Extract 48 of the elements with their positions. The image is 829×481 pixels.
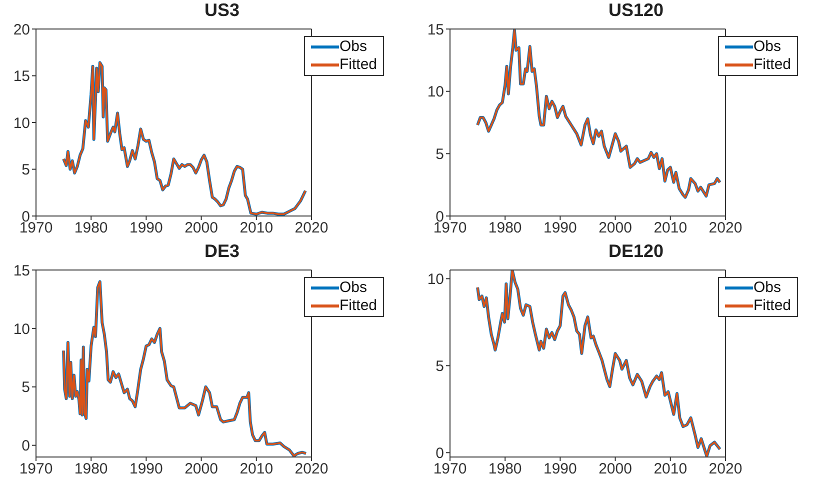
y-tick-label: 10 — [427, 270, 444, 288]
y-tick-label: 0 — [436, 444, 444, 462]
x-tick-label: 1980 — [74, 220, 108, 237]
legend-label: Obs — [339, 38, 367, 56]
x-tick-label: 2010 — [654, 220, 688, 237]
y-tick-label: 5 — [436, 146, 444, 163]
legend-label: Obs — [753, 38, 781, 56]
legend-label: Obs — [339, 278, 367, 296]
x-tick-label: 1990 — [130, 220, 163, 237]
legend-label: Fitted — [339, 296, 377, 314]
legend-label: Obs — [753, 278, 781, 296]
y-tick-label: 5 — [436, 358, 444, 374]
y-tick-label: 15 — [427, 21, 444, 38]
y-tick-label: 20 — [13, 21, 30, 38]
x-tick-label: 2020 — [708, 460, 742, 478]
y-tick-label: 15 — [13, 68, 30, 86]
x-tick-label: 1990 — [544, 220, 577, 237]
x-tick-label: 2010 — [240, 460, 274, 478]
x-tick-label: 1970 — [19, 460, 53, 478]
chart-title: DE3 — [203, 240, 240, 262]
x-tick-label: 2000 — [598, 460, 632, 478]
x-tick-label: 2000 — [184, 460, 218, 478]
legend-label: Fitted — [753, 56, 791, 74]
x-tick-label: 2020 — [294, 460, 328, 478]
x-tick-label: 1980 — [488, 460, 522, 478]
y-tick-label: 5 — [22, 162, 30, 179]
y-tick-label: 5 — [22, 378, 30, 396]
y-tick-label: 15 — [13, 262, 30, 279]
x-tick-label: 1980 — [488, 220, 522, 237]
legend-label: Fitted — [753, 296, 791, 314]
y-tick-label: 10 — [13, 320, 30, 338]
x-tick-label: 2000 — [598, 220, 632, 237]
x-tick-label: 2010 — [240, 220, 274, 237]
x-tick-label: 1990 — [544, 460, 577, 478]
x-tick-label: 2000 — [184, 220, 218, 237]
x-tick-label: 1970 — [433, 460, 467, 478]
y-tick-label: 10 — [13, 114, 30, 132]
y-tick-label: 10 — [427, 84, 444, 101]
chart-title: US120 — [607, 0, 665, 22]
x-tick-label: 2020 — [708, 220, 742, 237]
x-tick-label: 2010 — [654, 460, 688, 478]
x-tick-label: 1990 — [130, 460, 163, 478]
x-tick-label: 2020 — [294, 220, 328, 237]
legend-label: Fitted — [339, 56, 377, 74]
chart-title: US3 — [203, 0, 240, 22]
x-tick-label: 1980 — [74, 460, 108, 478]
y-tick-label: 0 — [22, 437, 30, 454]
chart-title: DE120 — [607, 240, 665, 262]
